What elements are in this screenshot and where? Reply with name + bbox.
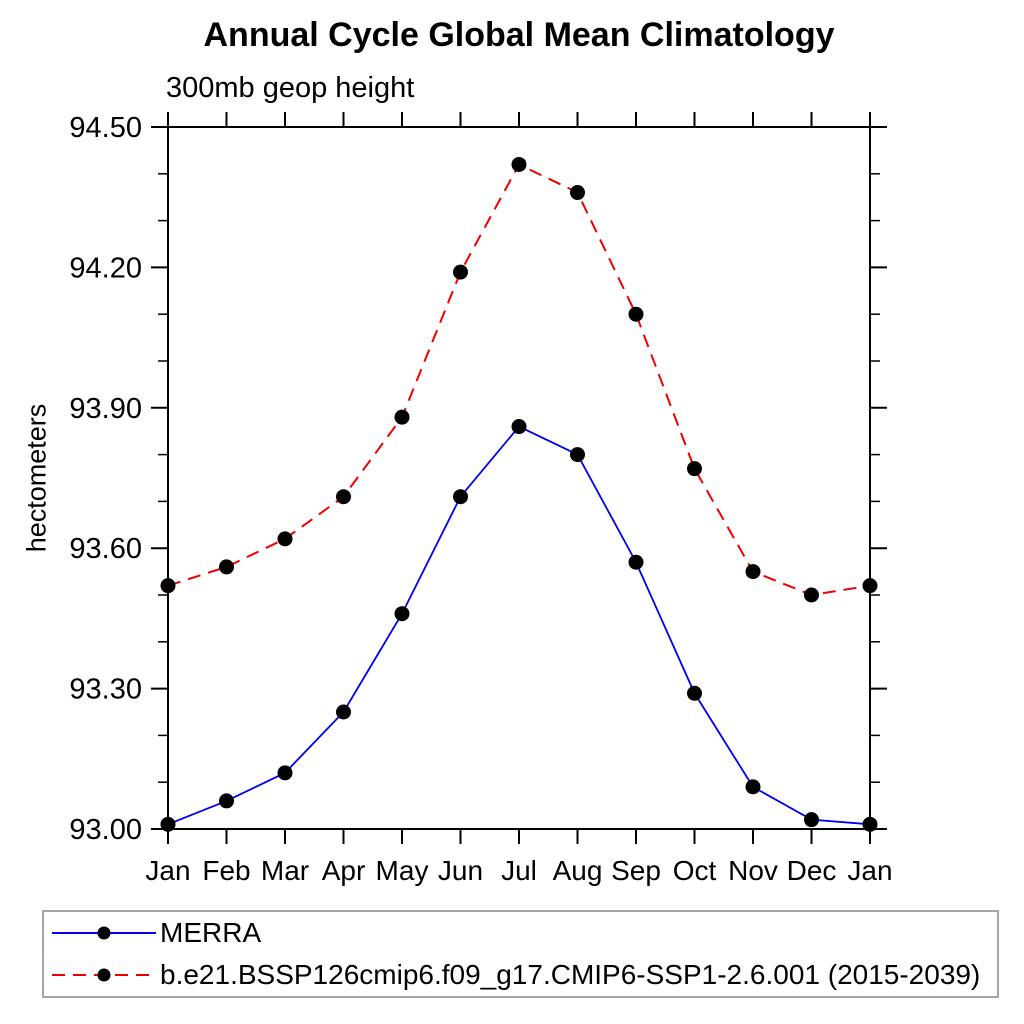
data-point-merra: [219, 793, 234, 809]
x-tick-label: Oct: [673, 855, 717, 886]
data-point-model: [745, 564, 761, 580]
data-point-model: [160, 578, 176, 594]
chart-subtitle: 300mb geop height: [166, 72, 415, 104]
data-point-model: [277, 531, 293, 547]
data-point-merra: [394, 606, 410, 622]
x-tick-label: Aug: [553, 855, 603, 886]
data-point-merra: [862, 816, 878, 832]
data-point-model: [394, 409, 410, 425]
y-tick-label: 94.50: [69, 112, 142, 144]
plot-frame: [167, 126, 871, 830]
legend-line-sample-merra: [52, 926, 156, 940]
data-point-model: [804, 587, 819, 603]
x-tick-label: Jul: [501, 855, 537, 886]
y-tick-label: 94.20: [69, 252, 142, 284]
x-tick-label: Apr: [322, 855, 366, 886]
data-point-merra: [570, 447, 585, 463]
x-tick-label: Jun: [438, 855, 483, 886]
chart-title: Annual Cycle Global Mean Climatology: [203, 16, 835, 54]
legend-item-merra: MERRA: [44, 912, 997, 954]
data-point-merra: [511, 419, 527, 435]
data-point-merra: [160, 816, 176, 832]
series-line-merra: [167, 425, 871, 826]
data-point-merra: [277, 765, 293, 781]
data-point-model: [336, 489, 351, 505]
data-point-model: [511, 156, 527, 172]
x-tick-label: Dec: [787, 855, 837, 886]
data-point-merra: [687, 685, 702, 701]
data-point-merra: [453, 489, 468, 505]
data-point-model: [862, 578, 878, 594]
y-tick-label: 93.00: [69, 814, 142, 846]
legend-line-sample-model: [52, 968, 156, 982]
data-point-model: [687, 461, 702, 477]
data-point-merra: [628, 554, 644, 570]
legend-sample-marker: [97, 926, 111, 940]
x-tick-label: May: [376, 855, 429, 886]
y-tick-label: 93.90: [69, 393, 142, 425]
data-point-model: [219, 559, 234, 575]
y-tick-label: 93.60: [69, 533, 142, 565]
data-point-merra: [336, 704, 351, 720]
data-point-model: [453, 264, 468, 280]
data-point-merra: [745, 779, 761, 795]
legend-item-model: b.e21.BSSP126cmip6.f09_g17.CMIP6-SSP1-2.…: [44, 954, 997, 996]
x-tick-label: Nov: [728, 855, 778, 886]
x-tick-label: Sep: [611, 855, 661, 886]
y-tick-label: 93.30: [69, 674, 142, 706]
x-tick-label: Feb: [202, 855, 250, 886]
x-tick-label: Jan: [145, 855, 190, 886]
data-point-model: [628, 306, 644, 322]
legend-box: MERRA b.e21.BSSP126cmip6.f09_g17.CMIP6-S…: [42, 910, 999, 998]
data-point-merra: [804, 812, 819, 828]
series-line-model: [167, 163, 871, 597]
legend-label-model: b.e21.BSSP126cmip6.f09_g17.CMIP6-SSP1-2.…: [160, 959, 981, 990]
data-point-model: [570, 185, 585, 201]
legend-label-merra: MERRA: [160, 917, 262, 948]
x-tick-label: Mar: [261, 855, 309, 886]
legend-sample-marker: [97, 968, 111, 982]
x-tick-label: Jan: [847, 855, 892, 886]
